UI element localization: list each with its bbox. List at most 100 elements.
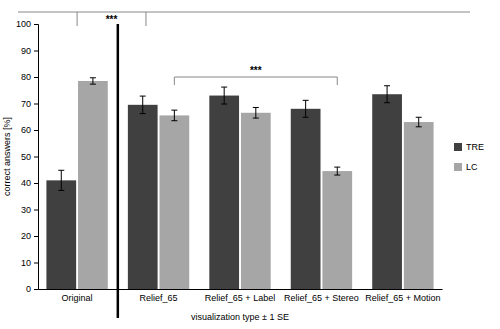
y-tick-mark: [34, 183, 38, 184]
y-tick-label: 90: [21, 46, 31, 56]
y-tick: 20: [21, 231, 38, 241]
y-tick-label: 80: [21, 72, 31, 82]
x-axis: Original Relief_65 Relief_65 + Label Relief…: [39, 289, 443, 303]
bracket-tick: [174, 77, 175, 85]
y-tick-mark: [34, 24, 38, 25]
bar: [46, 180, 76, 289]
y-tick-mark: [34, 263, 38, 264]
error-bar-cap: [416, 126, 422, 127]
error-bar-cap: [303, 117, 309, 118]
annotation: ***: [250, 65, 262, 76]
y-tick-mark: [34, 289, 38, 290]
y-tick-mark: [34, 51, 38, 52]
x-tick: Relief_65 + Stereo: [284, 289, 359, 303]
error-bar-cap: [253, 107, 259, 108]
bar: [209, 96, 239, 289]
bracket-tick: [77, 12, 78, 26]
y-tick: 100: [16, 19, 38, 29]
x-tick: Relief_65: [140, 289, 178, 303]
error-bar-cap: [90, 77, 96, 78]
bar: [322, 171, 352, 289]
y-tick-mark: [34, 210, 38, 211]
error-bar: [253, 107, 259, 118]
y-tick-mark: [34, 236, 38, 237]
y-tick: 10: [21, 258, 38, 268]
error-bar-cap: [140, 113, 146, 114]
error-bar-stem: [174, 110, 175, 121]
error-bar-stem: [418, 117, 419, 127]
error-bar-stem: [224, 87, 225, 104]
y-tick-mark: [34, 77, 38, 78]
y-axis: 0102030405060708090100: [16, 19, 39, 294]
y-tick: 90: [21, 46, 38, 56]
annotation: ***: [106, 14, 118, 25]
error-bar-cap: [253, 118, 259, 119]
bar: [159, 115, 189, 289]
error-bar: [334, 167, 340, 175]
y-tick-label: 10: [21, 258, 31, 268]
y-tick-mark: [34, 157, 38, 158]
error-bar-cap: [221, 104, 227, 105]
legend-label: LC: [466, 162, 478, 172]
x-axis-title: visualization type ± 1 SE: [191, 312, 289, 322]
error-bar-stem: [61, 170, 62, 190]
plot-area: [46, 78, 433, 289]
y-tick: 30: [21, 205, 38, 215]
error-bar-stem: [142, 96, 143, 113]
x-tick-label: Relief_65 + Label: [205, 293, 275, 303]
y-tick-label: 0: [26, 284, 31, 294]
error-bar: [140, 96, 146, 113]
x-tick: Relief_65 + Motion: [365, 289, 440, 303]
y-tick-label: 40: [21, 178, 31, 188]
y-tick-label: 100: [16, 19, 31, 29]
error-bar-cap: [384, 102, 390, 103]
error-bar-cap: [140, 96, 146, 97]
legend-swatch: [454, 163, 462, 171]
bar: [241, 113, 271, 289]
bar: [372, 94, 402, 289]
y-tick-mark: [34, 130, 38, 131]
x-tick-label: Relief_65 + Stereo: [284, 293, 359, 303]
y-tick-label: 20: [21, 231, 31, 241]
bracket-tick: [145, 12, 146, 26]
error-bar: [58, 170, 64, 190]
y-tick-label: 50: [21, 152, 31, 162]
x-tick: Original: [62, 289, 93, 303]
significance: *** ***: [18, 12, 470, 85]
y-tick: 0: [26, 284, 38, 294]
error-bar-cap: [416, 117, 422, 118]
error-bar-cap: [171, 120, 177, 121]
x-axis-line: [39, 289, 443, 290]
error-bar-cap: [334, 175, 340, 176]
error-bar: [303, 100, 309, 117]
error-bar-cap: [171, 110, 177, 111]
error-bar: [171, 110, 177, 121]
y-tick: 60: [21, 125, 38, 135]
bar: [128, 105, 158, 289]
y-axis-title: correct answers [%]: [2, 117, 12, 196]
bracket-tick: [337, 77, 338, 85]
error-bar-cap: [221, 87, 227, 88]
error-bar-cap: [90, 84, 96, 85]
y-tick: 50: [21, 152, 38, 162]
legend-label: TRE: [466, 142, 484, 152]
y-axis-line: [34, 25, 39, 290]
error-bar-stem: [255, 107, 256, 118]
error-bar-cap: [303, 100, 309, 101]
error-bar-cap: [334, 167, 340, 168]
x-tick-label: Relief_65: [140, 293, 178, 303]
bar: [78, 81, 108, 289]
error-bar-stem: [305, 100, 306, 117]
legend-swatch: [454, 143, 462, 151]
legend-item: LC: [454, 162, 478, 172]
x-tick-label: Relief_65 + Motion: [365, 293, 440, 303]
error-bar-cap: [58, 190, 64, 191]
bracket-line: [18, 12, 470, 13]
bar: [404, 122, 434, 289]
error-bar-cap: [384, 85, 390, 86]
separator: [117, 24, 120, 318]
legend-item: TRE: [454, 142, 484, 152]
y-tick-label: 60: [21, 125, 31, 135]
error-bar: [384, 86, 390, 103]
bracket-line: [174, 77, 337, 78]
